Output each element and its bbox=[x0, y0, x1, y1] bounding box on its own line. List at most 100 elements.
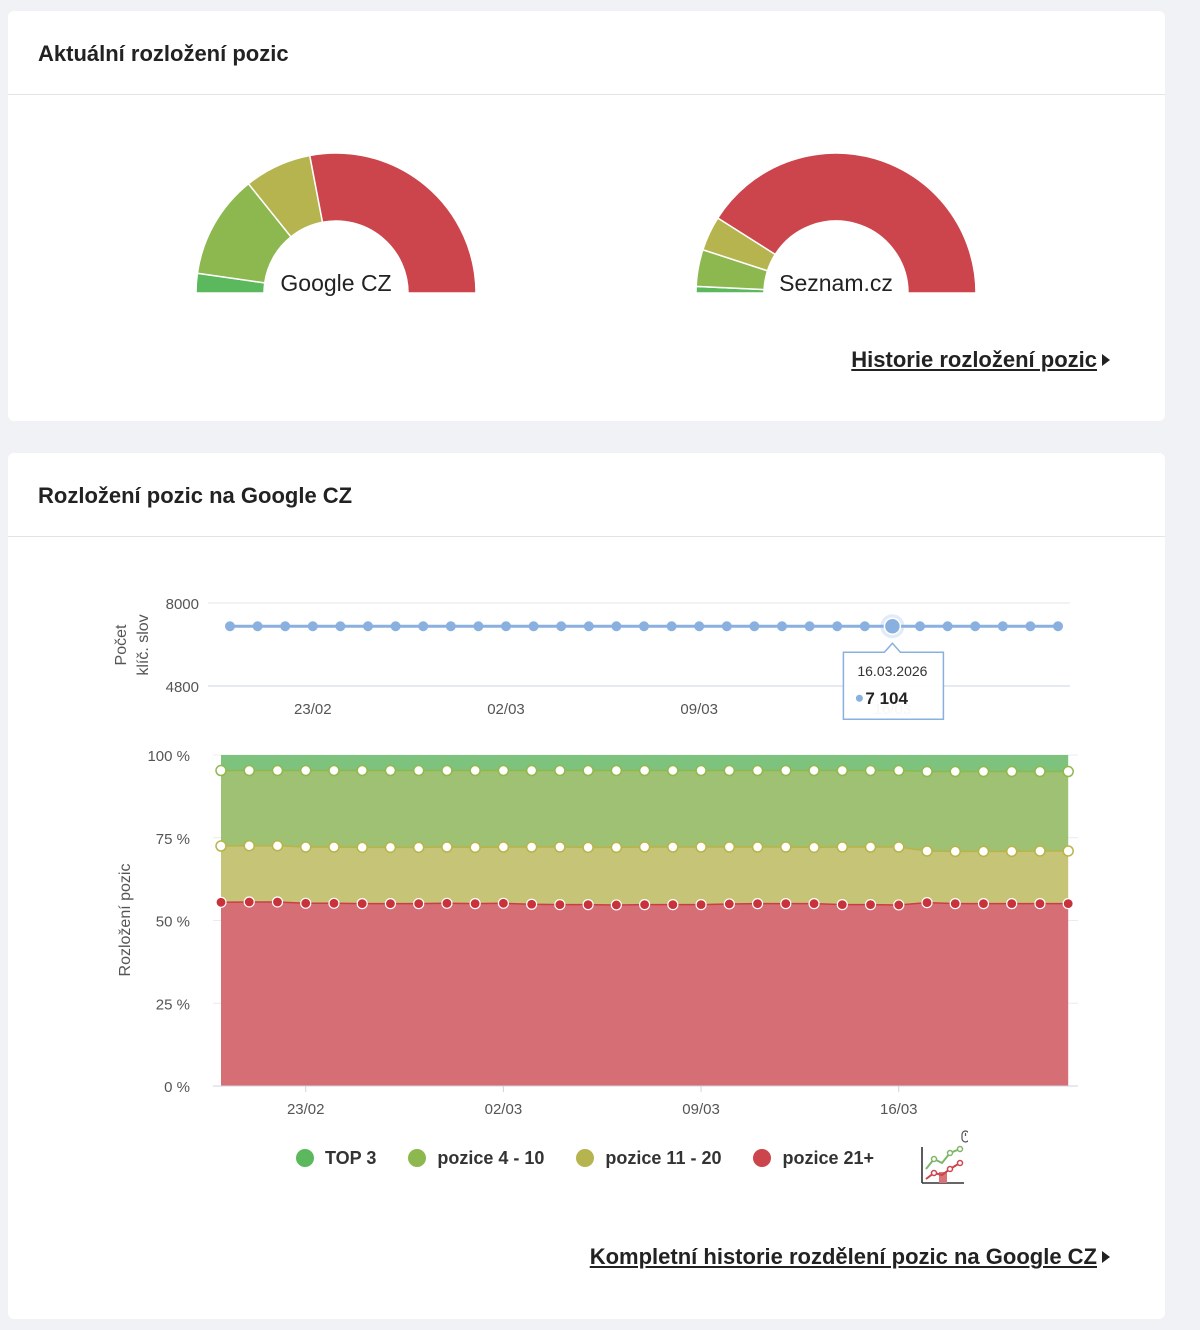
full-history-link-label: Kompletní historie rozdělení pozic na Go… bbox=[589, 1244, 1097, 1269]
data-point bbox=[418, 621, 429, 632]
area-pos4-10 bbox=[221, 770, 1069, 852]
data-point bbox=[1005, 765, 1018, 778]
data-point bbox=[667, 841, 679, 853]
data-point bbox=[921, 765, 933, 778]
data-point bbox=[412, 764, 425, 777]
data-point bbox=[243, 839, 255, 852]
data-point bbox=[1034, 845, 1046, 857]
data-point bbox=[1053, 621, 1063, 632]
data-point bbox=[554, 764, 566, 777]
data-point bbox=[977, 845, 990, 858]
data-point bbox=[611, 621, 622, 632]
legend-item-pos4-10[interactable]: pozice 4 - 10 bbox=[408, 1148, 544, 1169]
google-distribution-card: Rozložení pozic na Google CZ 8000 4800 Poč… bbox=[8, 453, 1165, 1319]
data-point bbox=[695, 899, 707, 911]
legend-item-pos11-20[interactable]: pozice 11 - 20 bbox=[576, 1148, 721, 1169]
full-history-link[interactable]: Kompletní historie rozdělení pozic na Go… bbox=[590, 1244, 1110, 1270]
data-point bbox=[723, 841, 736, 853]
x-tick-label: 16/03 bbox=[880, 1101, 918, 1118]
legend-dot bbox=[296, 1149, 314, 1167]
y-tick-label: 4800 bbox=[166, 679, 199, 696]
data-point bbox=[1034, 898, 1046, 910]
data-point bbox=[243, 896, 255, 908]
data-point bbox=[1062, 845, 1074, 857]
legend-item-pos21[interactable]: pozice 21+ bbox=[753, 1148, 874, 1169]
data-point bbox=[864, 764, 877, 777]
keyword-count-chart[interactable]: 8000 4800 Počet klíč. slov 23/02 02/03 09/03 16… bbox=[8, 583, 1165, 763]
data-point bbox=[751, 841, 764, 853]
data-point bbox=[1006, 898, 1018, 910]
card-header: Aktuální rozložení pozic bbox=[8, 11, 1165, 95]
data-point bbox=[949, 845, 961, 858]
y-tick-label: 8000 bbox=[166, 596, 199, 613]
chart-legend: TOP 3 pozice 4 - 10 pozice 11 - 20 pozic… bbox=[296, 1130, 969, 1184]
data-point bbox=[299, 764, 312, 777]
data-point bbox=[666, 621, 677, 632]
data-point bbox=[638, 899, 651, 911]
legend-label: pozice 4 - 10 bbox=[437, 1147, 545, 1168]
data-point bbox=[215, 764, 227, 777]
data-point bbox=[390, 621, 401, 632]
data-point bbox=[694, 621, 705, 632]
data-point bbox=[501, 621, 511, 632]
data-point bbox=[610, 764, 623, 777]
data-point bbox=[1034, 765, 1046, 778]
y-tick-label: 25 % bbox=[156, 996, 190, 1013]
data-point bbox=[804, 621, 815, 632]
data-point bbox=[808, 764, 820, 777]
data-point bbox=[225, 621, 235, 632]
data-point bbox=[1025, 621, 1036, 632]
x-tick-label: 09/03 bbox=[682, 1101, 720, 1118]
data-point bbox=[300, 897, 312, 909]
data-point bbox=[299, 841, 312, 853]
card-title: Aktuální rozložení pozic bbox=[38, 41, 289, 66]
data-point bbox=[921, 845, 933, 857]
data-point bbox=[893, 899, 905, 911]
data-point bbox=[780, 898, 792, 910]
data-point bbox=[335, 621, 346, 632]
data-point bbox=[307, 621, 318, 632]
y-tick-label: 0 % bbox=[164, 1079, 190, 1096]
legend-item-top3[interactable]: TOP 3 bbox=[296, 1148, 376, 1169]
gauge-label: Seznam.cz bbox=[779, 270, 893, 296]
chart-switch-icon[interactable] bbox=[918, 1129, 969, 1187]
data-point bbox=[556, 621, 567, 632]
gauge-segment-3 bbox=[308, 152, 477, 294]
data-point bbox=[356, 841, 368, 854]
data-point bbox=[252, 621, 263, 632]
tooltip-date: 16.03.2026 bbox=[857, 663, 927, 679]
data-point bbox=[667, 899, 679, 911]
data-point bbox=[384, 841, 397, 854]
data-point bbox=[497, 764, 510, 777]
data-point bbox=[638, 841, 651, 853]
data-point bbox=[582, 764, 594, 777]
position-distribution-chart[interactable]: 100 % 75 % 50 % 25 % 0 % Rozložení pozic 23/02… bbox=[8, 738, 1165, 1118]
data-point bbox=[582, 841, 594, 854]
data-point bbox=[441, 764, 453, 777]
data-point bbox=[526, 898, 538, 910]
data-point bbox=[1005, 845, 1018, 858]
data-point bbox=[638, 764, 651, 777]
data-point bbox=[639, 621, 649, 632]
data-point bbox=[695, 841, 707, 853]
x-tick-label: 23/02 bbox=[287, 1101, 325, 1118]
position-history-link[interactable]: Historie rozložení pozic bbox=[851, 347, 1110, 373]
data-point bbox=[384, 764, 397, 777]
data-point bbox=[328, 897, 340, 909]
data-point bbox=[328, 841, 340, 853]
data-point bbox=[356, 764, 368, 777]
y-tick-label: 50 % bbox=[156, 914, 190, 931]
data-point bbox=[583, 621, 594, 632]
data-point bbox=[328, 764, 340, 777]
data-point bbox=[412, 841, 425, 854]
position-history-link-label: Historie rozložení pozic bbox=[851, 347, 1097, 372]
data-point bbox=[271, 896, 284, 908]
data-point bbox=[582, 899, 594, 911]
data-point bbox=[667, 764, 679, 777]
data-point bbox=[977, 765, 990, 778]
y-tick-label: 75 % bbox=[156, 831, 190, 848]
x-tick-label: 02/03 bbox=[487, 701, 525, 718]
caret-right-icon bbox=[1102, 1251, 1110, 1263]
card-header: Rozložení pozic na Google CZ bbox=[8, 453, 1165, 537]
data-point bbox=[859, 621, 870, 632]
